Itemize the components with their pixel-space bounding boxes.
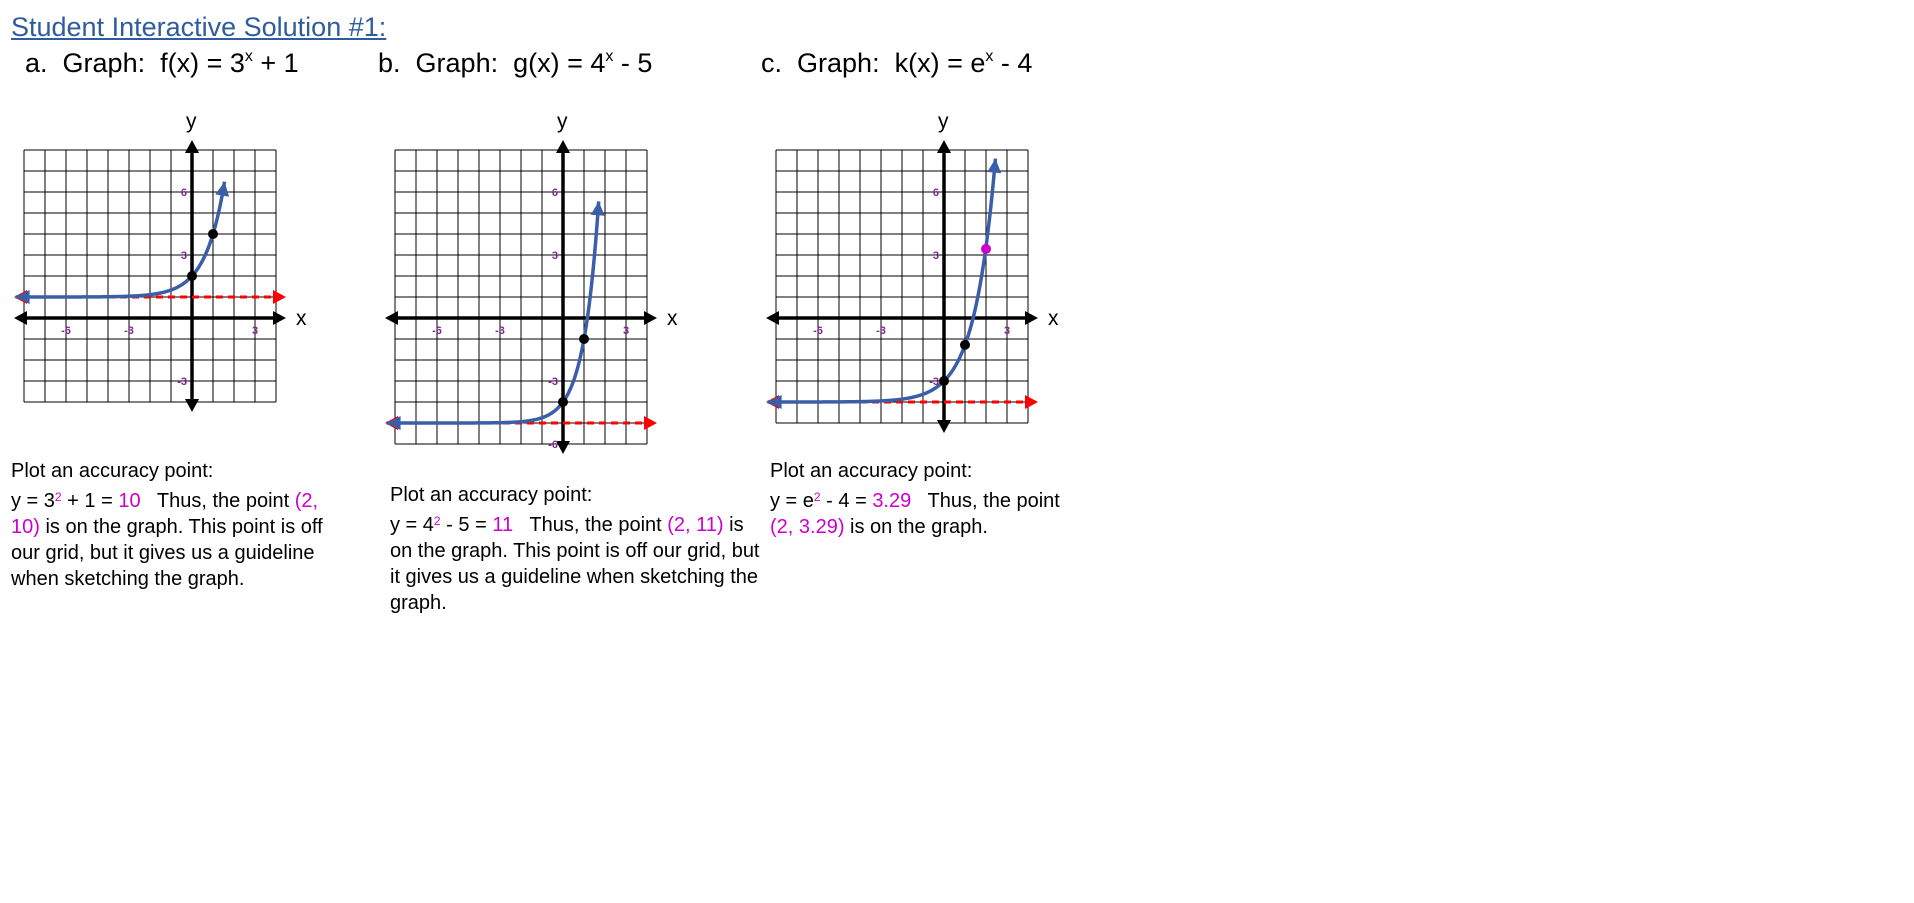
page-title: Student Interactive Solution #1: <box>11 12 387 42</box>
y-tick-label: 6 <box>933 187 939 199</box>
problem-b-heading: b. Graph: g(x) = 4x - 5 <box>378 48 652 79</box>
y-axis-label: y <box>938 110 949 133</box>
note-body: y = 32 + 1 = 10 Thus, the point (2, 10) … <box>11 490 323 590</box>
y-axis-label: y <box>557 110 568 133</box>
x-tick-label: -6 <box>813 325 823 337</box>
note-body: y = e2 - 4 = 3.29 Thus, the point (2, 3.… <box>770 490 1060 538</box>
x-axis-label: x <box>296 307 307 330</box>
y-tick-label: -3 <box>177 376 187 388</box>
x-tick-label: 3 <box>1004 325 1010 337</box>
x-tick-label: -3 <box>876 325 886 337</box>
note-b: Plot an accuracy point: y = 42 - 5 = 11 … <box>390 482 760 616</box>
grid <box>775 149 1029 424</box>
x-axis-arrow <box>1025 311 1038 325</box>
x-axis-arrow <box>644 311 657 325</box>
computed-value: 10 <box>118 490 141 512</box>
problem-a-heading: a. Graph: f(x) = 3x + 1 <box>25 48 299 79</box>
x-tick-label: -6 <box>432 325 442 337</box>
computed-value: 11 <box>492 514 514 536</box>
accuracy-point: (2, 3.29) <box>770 516 845 538</box>
x-axis-label: x <box>667 307 678 330</box>
x-axis-arrow <box>766 311 779 325</box>
x-axis-arrow <box>273 311 286 325</box>
x-axis-arrow <box>14 311 27 325</box>
computed-value: 3.29 <box>872 490 912 512</box>
curve-arrow <box>215 181 230 197</box>
plotted-point <box>960 339 970 350</box>
plotted-point <box>558 397 568 407</box>
function-expression: g(x) = 4x - 5 <box>513 48 653 78</box>
y-tick-label: 3 <box>181 250 187 262</box>
x-tick-label: -3 <box>495 325 505 337</box>
problem-c-heading: c. Graph: k(x) = ex - 4 <box>761 48 1032 79</box>
grid <box>23 149 277 403</box>
y-axis-arrow <box>185 140 199 153</box>
note-a: Plot an accuracy point: y = 32 + 1 = 10 … <box>11 458 331 592</box>
y-tick-label: 3 <box>552 250 558 262</box>
problem-letter: b. <box>378 48 401 78</box>
note-body: y = 42 - 5 = 11 Thus, the point (2, 11) … <box>390 514 760 614</box>
plotted-point <box>579 334 589 344</box>
plotted-point <box>939 376 949 386</box>
graph-c: x y -6 -3 3 6 3 -3 <box>766 110 1059 433</box>
asymptote-arrow <box>1025 395 1038 409</box>
problem-letter: a. <box>25 48 48 78</box>
problem-lead: Graph: <box>415 48 499 78</box>
curve-arrow <box>15 289 30 304</box>
plotted-point <box>981 243 991 254</box>
function-expression: f(x) = 3x + 1 <box>160 48 299 78</box>
function-expression: k(x) = ex - 4 <box>894 48 1033 78</box>
curve-arrow <box>987 158 1002 174</box>
x-axis-label: x <box>1048 307 1059 330</box>
curve-arrow <box>767 394 782 409</box>
y-axis-label: y <box>186 110 197 133</box>
graph-a: x y -6 -3 3 6 3 -3 <box>14 110 307 412</box>
y-axis-arrow <box>556 140 570 153</box>
curve-arrow <box>590 201 605 216</box>
y-tick-label: 3 <box>933 250 939 262</box>
x-tick-label: 3 <box>623 325 629 337</box>
y-axis-arrow <box>937 420 951 433</box>
asymptote-arrow <box>273 290 286 304</box>
note-heading: Plot an accuracy point: <box>770 460 973 482</box>
note-c: Plot an accuracy point: y = e2 - 4 = 3.2… <box>770 458 1070 540</box>
x-tick-label: -6 <box>61 325 71 337</box>
curve-arrow <box>386 415 401 430</box>
grid <box>394 149 648 445</box>
x-tick-label: -3 <box>124 325 134 337</box>
x-tick-label: 3 <box>252 325 258 337</box>
problem-lead: Graph: <box>62 48 146 78</box>
note-heading: Plot an accuracy point: <box>11 460 214 482</box>
graph-b: x y -6 -3 3 6 3 -3 -6 <box>385 110 678 454</box>
accuracy-point: (2, 11) <box>667 514 724 536</box>
accuracy-point: (2, 10) <box>11 490 319 538</box>
y-axis-arrow <box>185 399 199 412</box>
y-axis-arrow <box>937 140 951 153</box>
function-curve <box>386 201 601 425</box>
y-tick-label: -6 <box>548 439 558 451</box>
problem-lead: Graph: <box>797 48 880 78</box>
y-axis-arrow <box>556 441 570 454</box>
y-tick-label: 6 <box>181 187 187 199</box>
note-heading: Plot an accuracy point: <box>390 484 593 506</box>
y-tick-label: 6 <box>552 187 558 199</box>
problem-letter: c. <box>761 48 783 78</box>
plotted-point <box>187 271 197 281</box>
asymptote-arrow <box>644 416 657 430</box>
y-tick-label: -3 <box>548 376 558 388</box>
y-tick-label: -3 <box>929 376 939 388</box>
function-curve <box>767 158 998 404</box>
x-axis-arrow <box>385 311 398 325</box>
plotted-point <box>208 229 218 239</box>
